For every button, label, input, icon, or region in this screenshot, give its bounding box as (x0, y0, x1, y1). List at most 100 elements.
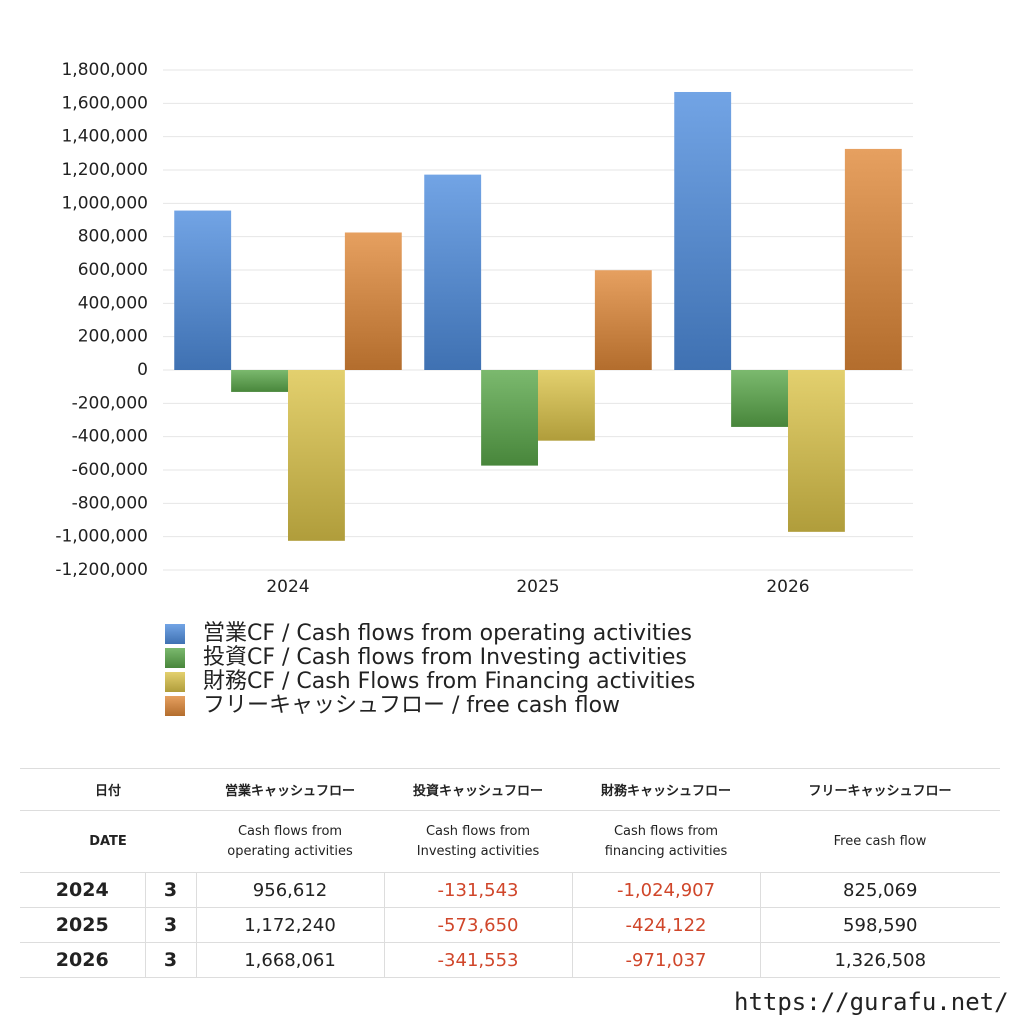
bar (481, 370, 538, 466)
cell-text: 3 (163, 879, 178, 901)
cell-text: 3 (163, 949, 178, 971)
bar (674, 91, 732, 370)
cell-text: 3 (163, 914, 178, 936)
y-tick-label: 600,000 (78, 260, 148, 280)
cell-text: -1,024,907 (616, 879, 716, 901)
y-tick-label: 200,000 (78, 327, 148, 347)
bar (844, 148, 902, 370)
y-tick-label: 800,000 (78, 227, 148, 247)
cell-text: -341,553 (437, 949, 519, 971)
table-cell: -341,553 (383, 942, 573, 978)
table-cell: 2026 (20, 942, 146, 978)
cell-text: 1,668,061 (244, 949, 336, 971)
table-cell: 3 (144, 907, 197, 943)
bar (731, 370, 788, 427)
y-tick-label: -1,000,000 (55, 527, 148, 547)
table-cell: 1,668,061 (195, 942, 385, 978)
cell-text: Cash flows from Investing activities (416, 823, 540, 859)
table-cell: フリーキャッシュフロー (760, 768, 1001, 811)
table-cell: 財務キャッシュフロー (572, 768, 761, 811)
cell-text: 1,326,508 (834, 949, 927, 971)
table-cell: 825,069 (759, 872, 1001, 908)
legend-swatch (165, 624, 185, 644)
cell-text: 1,172,240 (244, 914, 336, 936)
bar (288, 370, 345, 541)
cell-text: Free cash flow (833, 833, 927, 849)
x-tick-label: 2024 (266, 577, 309, 597)
x-tick-label: 2026 (766, 577, 809, 597)
legend-label: 営業CF / Cash flows from operating activit… (203, 621, 692, 646)
cell-text: 825,069 (843, 879, 918, 901)
table-cell: -131,543 (383, 872, 573, 908)
table-cell: 1,326,508 (759, 942, 1001, 978)
y-tick-label: -200,000 (72, 393, 148, 413)
cell-text: 営業キャッシュフロー (225, 784, 356, 799)
legend-label: フリーキャッシュフロー / free cash flow (203, 693, 620, 718)
legend-swatch (165, 648, 185, 668)
bar (788, 370, 845, 532)
table-cell: 日付 (20, 768, 197, 811)
table-cell: 956,612 (195, 872, 385, 908)
table-cell: -573,650 (383, 907, 573, 943)
legend-swatch (165, 696, 185, 716)
cell-text: -424,122 (625, 914, 707, 936)
y-tick-label: -800,000 (72, 493, 148, 513)
y-tick-label: 1,200,000 (61, 160, 148, 180)
cell-text: 956,612 (252, 879, 328, 901)
legend-label: 投資CF / Cash flows from Investing activit… (203, 645, 687, 670)
legend-swatch (165, 672, 185, 692)
y-tick-label: 1,600,000 (61, 93, 148, 113)
cell-text: Cash flows from financing activities (604, 823, 728, 859)
table-cell: 1,172,240 (195, 907, 385, 943)
cell-text: 投資キャッシュフロー (413, 784, 544, 799)
cell-text: 598,590 (843, 914, 918, 936)
table-row: 2025 3 1,172,240 -573,650 -424,122 598,590 (20, 907, 1001, 943)
y-tick-label: -600,000 (72, 460, 148, 480)
y-tick-label: -1,200,000 (55, 560, 148, 580)
cell-text: 2024 (55, 879, 109, 901)
table-row: DATE Cash flows from operating activities… (20, 810, 1001, 873)
table-cell: 3 (144, 872, 197, 908)
legend-label: 財務CF / Cash Flows from Financing activit… (203, 669, 695, 694)
table-row: 2024 3 956,612 -131,543 -1,024,907 825,069 (20, 872, 1001, 908)
footer-url: https://gurafu.net/ (734, 988, 1009, 1016)
cell-text: 2026 (55, 949, 109, 971)
bar (344, 232, 402, 370)
table-cell: 営業キャッシュフロー (196, 768, 385, 811)
y-tick-label: 0 (137, 360, 148, 380)
table-row: 日付 営業キャッシュフロー 投資キャッシュフロー 財務キャッシュフロー フリーキャッシュ… (20, 768, 1001, 811)
bar (424, 174, 482, 370)
cell-text: DATE (89, 833, 127, 849)
cell-text: -573,650 (437, 914, 519, 936)
cell-text: 2025 (55, 914, 109, 936)
y-tick-label: 1,400,000 (61, 127, 148, 147)
table-cell: 598,590 (759, 907, 1001, 943)
table-cell: -424,122 (571, 907, 761, 943)
cell-text: -971,037 (625, 949, 707, 971)
cell-text: 財務キャッシュフロー (601, 784, 732, 799)
y-tick-label: 1,000,000 (61, 193, 148, 213)
table-cell: 投資キャッシュフロー (384, 768, 573, 811)
table-cell: 2024 (20, 872, 146, 908)
table-row: 2026 3 1,668,061 -341,553 -971,037 1,326,508 (20, 942, 1001, 978)
y-tick-label: -400,000 (72, 427, 148, 447)
cell-text: フリーキャッシュフロー (808, 784, 952, 799)
cell-text: 日付 (95, 784, 122, 799)
data-table: 日付 営業キャッシュフロー 投資キャッシュフロー 財務キャッシュフロー フリーキャッシュ… (20, 768, 1001, 978)
chart: -1,200,000 -1,000,000 -800,000 -600,000 -400… (55, 60, 913, 718)
table-cell: Cash flows from operating activities (196, 810, 385, 873)
bar (594, 270, 652, 370)
cell-text: Cash flows from operating activities (227, 823, 353, 859)
cell-text: -131,543 (437, 879, 519, 901)
table-cell: Cash flows from financing activities (572, 810, 761, 873)
table-cell: 2025 (20, 907, 146, 943)
table-cell: -1,024,907 (571, 872, 761, 908)
bar (538, 370, 595, 441)
table-cell: 3 (144, 942, 197, 978)
bar (231, 370, 288, 392)
table-cell: DATE (20, 810, 197, 873)
table-cell: -971,037 (571, 942, 761, 978)
y-tick-label: 1,800,000 (61, 60, 148, 80)
bar (174, 210, 232, 370)
